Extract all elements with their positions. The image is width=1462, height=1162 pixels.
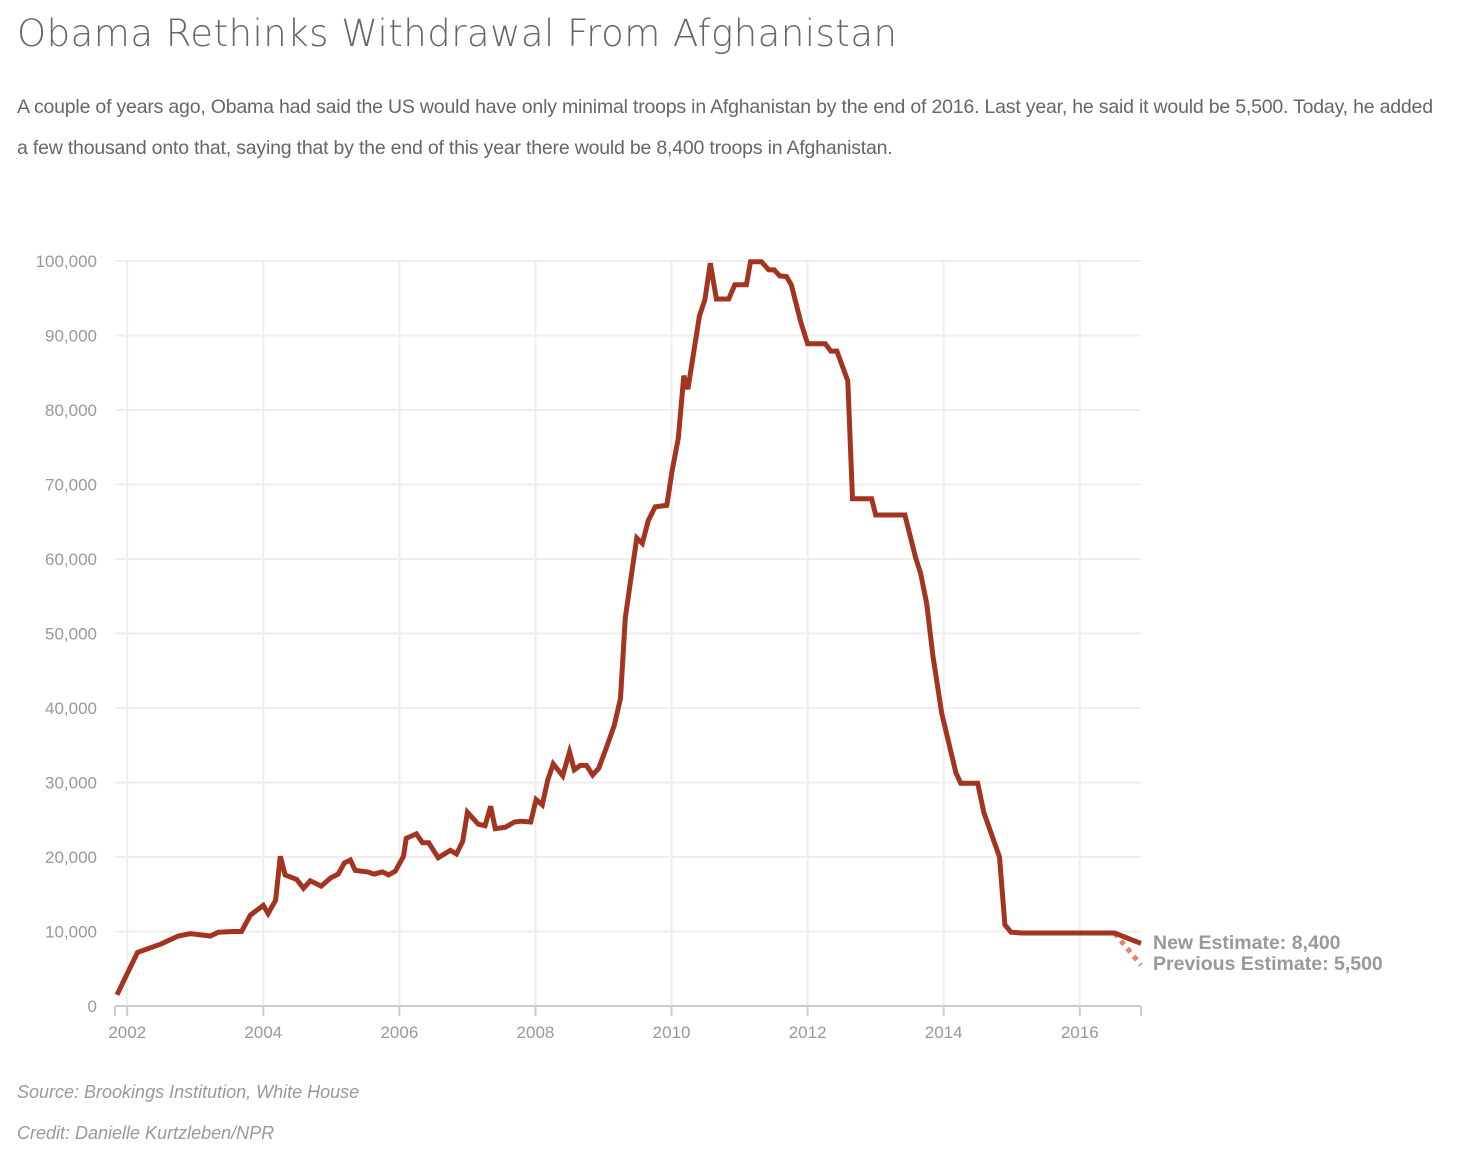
previous-estimate-label: Previous Estimate: 5,500: [1153, 953, 1383, 975]
y-tick-label: 30,000: [45, 774, 97, 793]
x-tick-label: 2016: [1061, 1023, 1099, 1042]
y-tick-label: 40,000: [45, 699, 97, 718]
x-tick-label: 2008: [517, 1023, 555, 1042]
x-tick-label: 2004: [244, 1023, 282, 1042]
chart-subtitle: A couple of years ago, Obama had said th…: [17, 96, 1433, 159]
chart-title: Obama Rethinks Withdrawal From Afghanist…: [17, 12, 898, 55]
series-lines: [114, 259, 1143, 996]
y-tick-label: 50,000: [45, 625, 97, 644]
y-tick-label: 20,000: [45, 848, 97, 867]
y-tick-label: 80,000: [45, 401, 97, 420]
credit-note: Credit: Danielle Kurtzleben/NPR: [17, 1123, 275, 1143]
y-tick-label: 100,000: [36, 252, 97, 271]
x-tick-label: 2002: [108, 1023, 146, 1042]
y-tick-label: 70,000: [45, 476, 97, 495]
y-tick-label: 90,000: [45, 327, 97, 346]
source-note: Source: Brookings Institution, White Hou…: [17, 1082, 360, 1102]
gridlines-x: [126, 261, 1081, 1006]
gridlines-y: [115, 260, 1141, 933]
x-tick-label: 2012: [789, 1023, 827, 1042]
y-tick-label: 10,000: [45, 923, 97, 942]
x-tick-label: 2014: [925, 1023, 963, 1042]
y-axis-tick-labels: 0 10,000 20,000 30,000 40,000 50,000 60,000 70,…: [36, 252, 97, 1016]
troop-count-line: [114, 259, 1142, 996]
line-chart: 0 10,000 20,000 30,000 40,000 50,000 60,000 70,…: [36, 252, 1383, 1042]
y-tick-label: 60,000: [45, 550, 97, 569]
x-axis: [114, 1005, 1142, 1016]
y-tick-label: 0: [88, 997, 97, 1016]
x-tick-label: 2010: [653, 1023, 691, 1042]
x-axis-tick-labels: 2002 2004 2006 2008 2010 2012 2014 2016: [108, 1023, 1098, 1042]
previous-estimate-line: [1112, 931, 1143, 967]
x-tick-label: 2006: [380, 1023, 418, 1042]
new-estimate-label: New Estimate: 8,400: [1153, 932, 1341, 954]
